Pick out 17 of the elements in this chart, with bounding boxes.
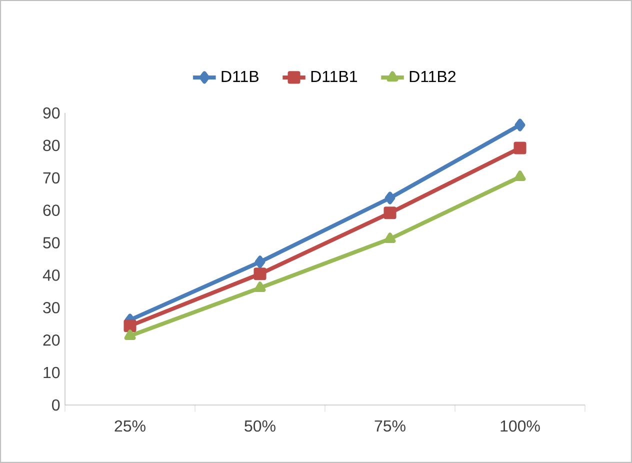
y-tick-label: 50 xyxy=(43,237,60,248)
y-tick-label: 0 xyxy=(52,399,60,411)
legend-label: D11B2 xyxy=(410,70,456,82)
y-tick-label: 90 xyxy=(43,107,60,119)
y-tick-label: 10 xyxy=(44,366,60,378)
x-tick-label: 75% xyxy=(374,420,406,432)
y-tick-label: 20 xyxy=(43,334,60,346)
y-tick-label: 60 xyxy=(43,204,60,216)
x-tick-label: 100% xyxy=(500,420,540,432)
x-tick-label: 50% xyxy=(244,420,276,432)
legend-label: D11B xyxy=(222,70,258,82)
x-tick-label: 25% xyxy=(114,420,146,432)
y-tick-label: 80 xyxy=(43,140,60,152)
y-tick-label: 70 xyxy=(43,172,60,184)
y-tick-label: 30 xyxy=(43,302,60,314)
legend-label: D11B1 xyxy=(311,70,358,82)
y-tick-label: 40 xyxy=(42,270,60,281)
